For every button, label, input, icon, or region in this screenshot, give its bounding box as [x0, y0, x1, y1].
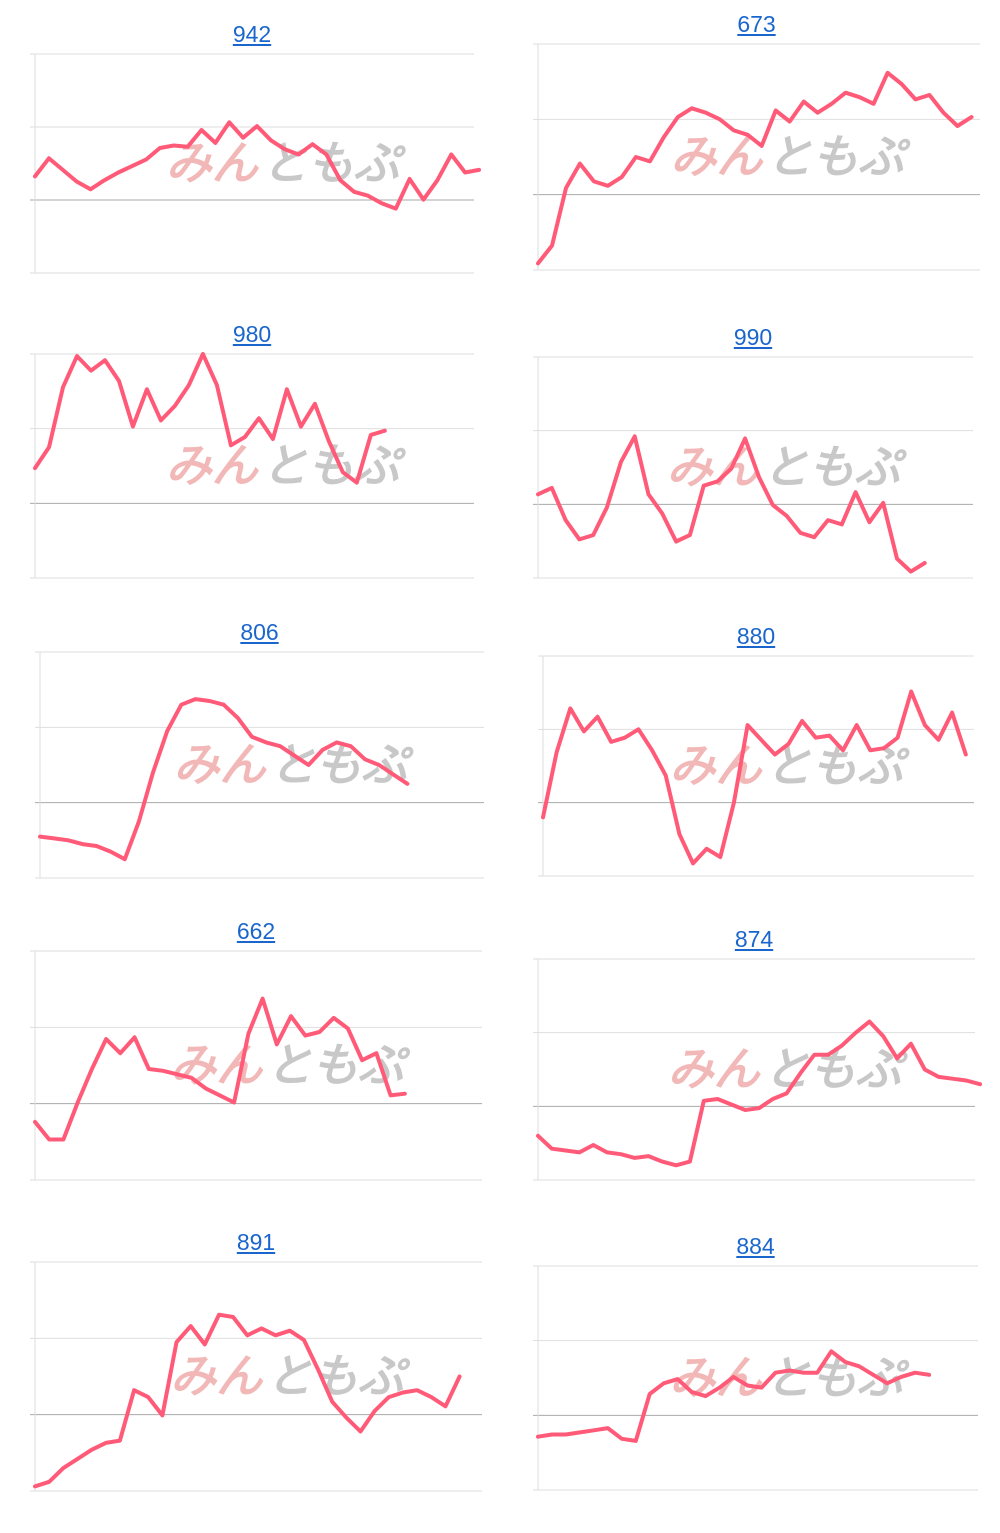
watermark-text: ともぷ — [266, 1038, 411, 1092]
chart-svg: みん ともぷ — [30, 1261, 482, 1492]
chart-svg: みん ともぷ — [35, 651, 484, 879]
chart-title-link[interactable]: 942 — [232, 21, 272, 47]
chart-panel: 891 みん ともぷ — [20, 1228, 492, 1533]
chart-svg: みん ともぷ — [533, 356, 973, 579]
chart-svg: みん ともぷ — [30, 352, 474, 579]
series-line — [33, 1312, 462, 1489]
gridlines — [533, 958, 975, 1181]
chart-svg: みん ともぷ — [533, 958, 982, 1181]
series-line — [33, 120, 481, 211]
watermark-text: みん — [669, 739, 763, 793]
chart-panel: 874 みん ともぷ — [523, 925, 985, 1222]
watermark-text: ともぷ — [262, 439, 407, 493]
watermark-text: みん — [170, 1349, 264, 1403]
chart-title-link[interactable]: 662 — [236, 918, 276, 944]
watermark: みん ともぷ — [173, 737, 414, 791]
chart-title-link[interactable]: 806 — [240, 619, 279, 645]
watermark-text: みん — [668, 1042, 762, 1096]
chart-panel: 990 みん ともぷ — [523, 323, 983, 620]
watermark: みん ともぷ — [669, 739, 910, 793]
gridlines — [533, 1265, 978, 1491]
watermark: みん ともぷ — [170, 1038, 411, 1092]
gridlines — [533, 43, 980, 271]
watermark: みん ともぷ — [166, 439, 407, 493]
series-line — [536, 1019, 982, 1168]
watermark: みん ともぷ — [166, 136, 407, 190]
chart-title-link[interactable]: 880 — [736, 623, 776, 649]
series-line — [33, 352, 387, 485]
chart-title-link[interactable]: 980 — [232, 321, 272, 347]
chart-panel: 806 みん ともぷ — [25, 618, 494, 920]
series-line — [536, 70, 974, 266]
series-line — [33, 996, 407, 1142]
chart-svg: みん ともぷ — [533, 43, 980, 271]
chart-title-link[interactable]: 990 — [733, 324, 773, 350]
gridlines — [30, 1261, 482, 1492]
chart-svg: みん ともぷ — [30, 53, 481, 274]
chart-panel: 662 みん ともぷ — [20, 917, 492, 1222]
watermark-text: みん — [173, 737, 267, 791]
chart-title-link[interactable]: 874 — [734, 926, 774, 952]
chart-title-link[interactable]: 673 — [737, 11, 776, 37]
gridlines — [35, 651, 484, 879]
chart-svg: みん ともぷ — [30, 950, 482, 1181]
chart-title-link[interactable]: 884 — [736, 1233, 775, 1259]
watermark-text: ともぷ — [269, 737, 414, 791]
watermark: みん ともぷ — [170, 1349, 411, 1403]
chart-svg: みん ともぷ — [538, 655, 974, 877]
watermark-text: ともぷ — [766, 129, 911, 183]
chart-panel: 673 みん ともぷ — [523, 10, 990, 312]
chart-title-link[interactable]: 891 — [236, 1229, 276, 1255]
watermark-text: みん — [170, 1038, 264, 1092]
chart-svg: みん ともぷ — [533, 1265, 978, 1491]
watermark-text: みん — [670, 129, 764, 183]
chart-panel: 880 みん ともぷ — [528, 622, 984, 918]
chart-panel: 980 みん ともぷ — [20, 320, 484, 620]
watermark-text: みん — [667, 440, 761, 494]
watermark-text: ともぷ — [266, 1349, 411, 1403]
watermark: みん ともぷ — [667, 440, 908, 494]
watermark-text: ともぷ — [765, 1351, 910, 1405]
watermark-text: ともぷ — [763, 440, 908, 494]
series-line — [541, 689, 968, 866]
chart-panel: 942 みん ともぷ — [20, 20, 484, 315]
watermark-text: みん — [669, 1351, 763, 1405]
watermark: みん ともぷ — [670, 129, 911, 183]
chart-panel: 884 みん ともぷ — [523, 1232, 988, 1532]
series-line — [38, 697, 410, 862]
gridlines — [533, 356, 973, 579]
gridlines — [30, 950, 482, 1181]
series-line — [536, 434, 927, 574]
watermark-text: ともぷ — [262, 136, 407, 190]
series-line — [536, 1349, 932, 1443]
watermark: みん ともぷ — [669, 1351, 910, 1405]
watermark-text: みん — [166, 439, 260, 493]
